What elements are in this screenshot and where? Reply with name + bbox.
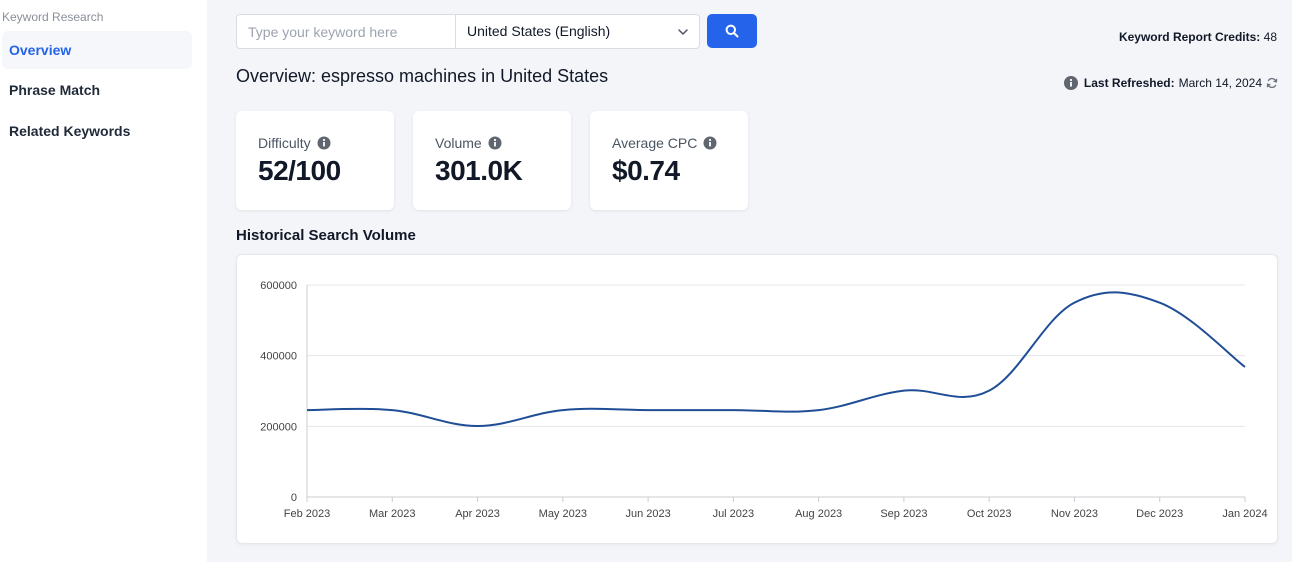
sidebar: Keyword Research Overview Phrase Match R… bbox=[0, 0, 207, 562]
keyword-report-credits: Keyword Report Credits: 48 bbox=[1119, 30, 1277, 44]
volume-value: 301.0K bbox=[435, 155, 523, 186]
info-icon[interactable] bbox=[703, 136, 717, 150]
volume-label: Volume bbox=[435, 135, 482, 151]
country-select-value: United States (English) bbox=[467, 23, 611, 39]
x-tick-label: Nov 2023 bbox=[1051, 508, 1098, 520]
x-tick-label: May 2023 bbox=[539, 508, 587, 520]
average-cpc-label: Average CPC bbox=[612, 135, 698, 151]
chevron-down-icon bbox=[678, 29, 688, 35]
last-refreshed-date: March 14, 2024 bbox=[1178, 76, 1262, 90]
volume-label-row: Volume bbox=[435, 135, 502, 151]
y-tick-label: 600000 bbox=[260, 280, 297, 292]
info-icon[interactable] bbox=[1063, 76, 1078, 90]
country-select[interactable]: United States (English) bbox=[455, 14, 700, 49]
x-tick-label: Mar 2023 bbox=[369, 508, 415, 520]
page-title: Overview: espresso machines in United St… bbox=[236, 66, 609, 86]
difficulty-value: 52/100 bbox=[258, 155, 341, 186]
info-icon[interactable] bbox=[317, 136, 331, 150]
last-refreshed: Last Refreshed: March 14, 2024 bbox=[1063, 76, 1278, 90]
x-tick-label: Aug 2023 bbox=[795, 508, 842, 520]
historical-volume-chart-card: 0 200000 400000 600000 Feb 2023 Mar 2023 Apr 2… bbox=[236, 254, 1278, 544]
average-cpc-value: $0.74 bbox=[612, 155, 680, 186]
search-icon bbox=[725, 24, 739, 38]
chart-title: Historical Search Volume bbox=[236, 227, 416, 244]
sidebar-item-phrase-match[interactable]: Phrase Match bbox=[9, 82, 101, 98]
difficulty-label: Difficulty bbox=[258, 135, 311, 151]
average-cpc-label-row: Average CPC bbox=[612, 135, 717, 151]
keyword-search-input[interactable] bbox=[236, 14, 456, 49]
refresh-icon[interactable] bbox=[1266, 77, 1278, 89]
x-tick-label: Oct 2023 bbox=[967, 508, 1012, 520]
credits-label: Keyword Report Credits: bbox=[1118, 30, 1261, 44]
difficulty-label-row: Difficulty bbox=[258, 135, 331, 151]
sidebar-heading: Keyword Research bbox=[2, 10, 104, 24]
sidebar-item-related-keywords[interactable]: Related Keywords bbox=[9, 123, 131, 139]
difficulty-card: Difficulty 52/100 bbox=[236, 111, 394, 210]
info-icon[interactable] bbox=[488, 136, 502, 150]
sidebar-item-overview[interactable]: Overview bbox=[2, 31, 192, 69]
historical-volume-chart: 0 200000 400000 600000 Feb 2023 Mar 2023 Apr 2… bbox=[260, 280, 1267, 520]
x-tick-label: Jun 2023 bbox=[625, 508, 670, 520]
y-tick-label: 200000 bbox=[260, 421, 297, 433]
x-tick-label: Jan 2024 bbox=[1222, 508, 1267, 520]
x-tick-label: Apr 2023 bbox=[455, 508, 500, 520]
last-refreshed-label: Last Refreshed: bbox=[1083, 76, 1175, 90]
x-tick-label: Sep 2023 bbox=[880, 508, 927, 520]
x-tick-label: Jul 2023 bbox=[713, 508, 755, 520]
x-tick-label: Dec 2023 bbox=[1136, 508, 1183, 520]
y-tick-label: 0 bbox=[291, 492, 297, 504]
average-cpc-card: Average CPC $0.74 bbox=[590, 111, 748, 210]
series-line bbox=[306, 291, 1246, 427]
x-tick-label: Feb 2023 bbox=[284, 508, 330, 520]
volume-card: Volume 301.0K bbox=[413, 111, 571, 210]
search-button[interactable] bbox=[707, 14, 757, 48]
credits-value: 48 bbox=[1263, 30, 1277, 44]
y-tick-label: 400000 bbox=[260, 351, 297, 363]
